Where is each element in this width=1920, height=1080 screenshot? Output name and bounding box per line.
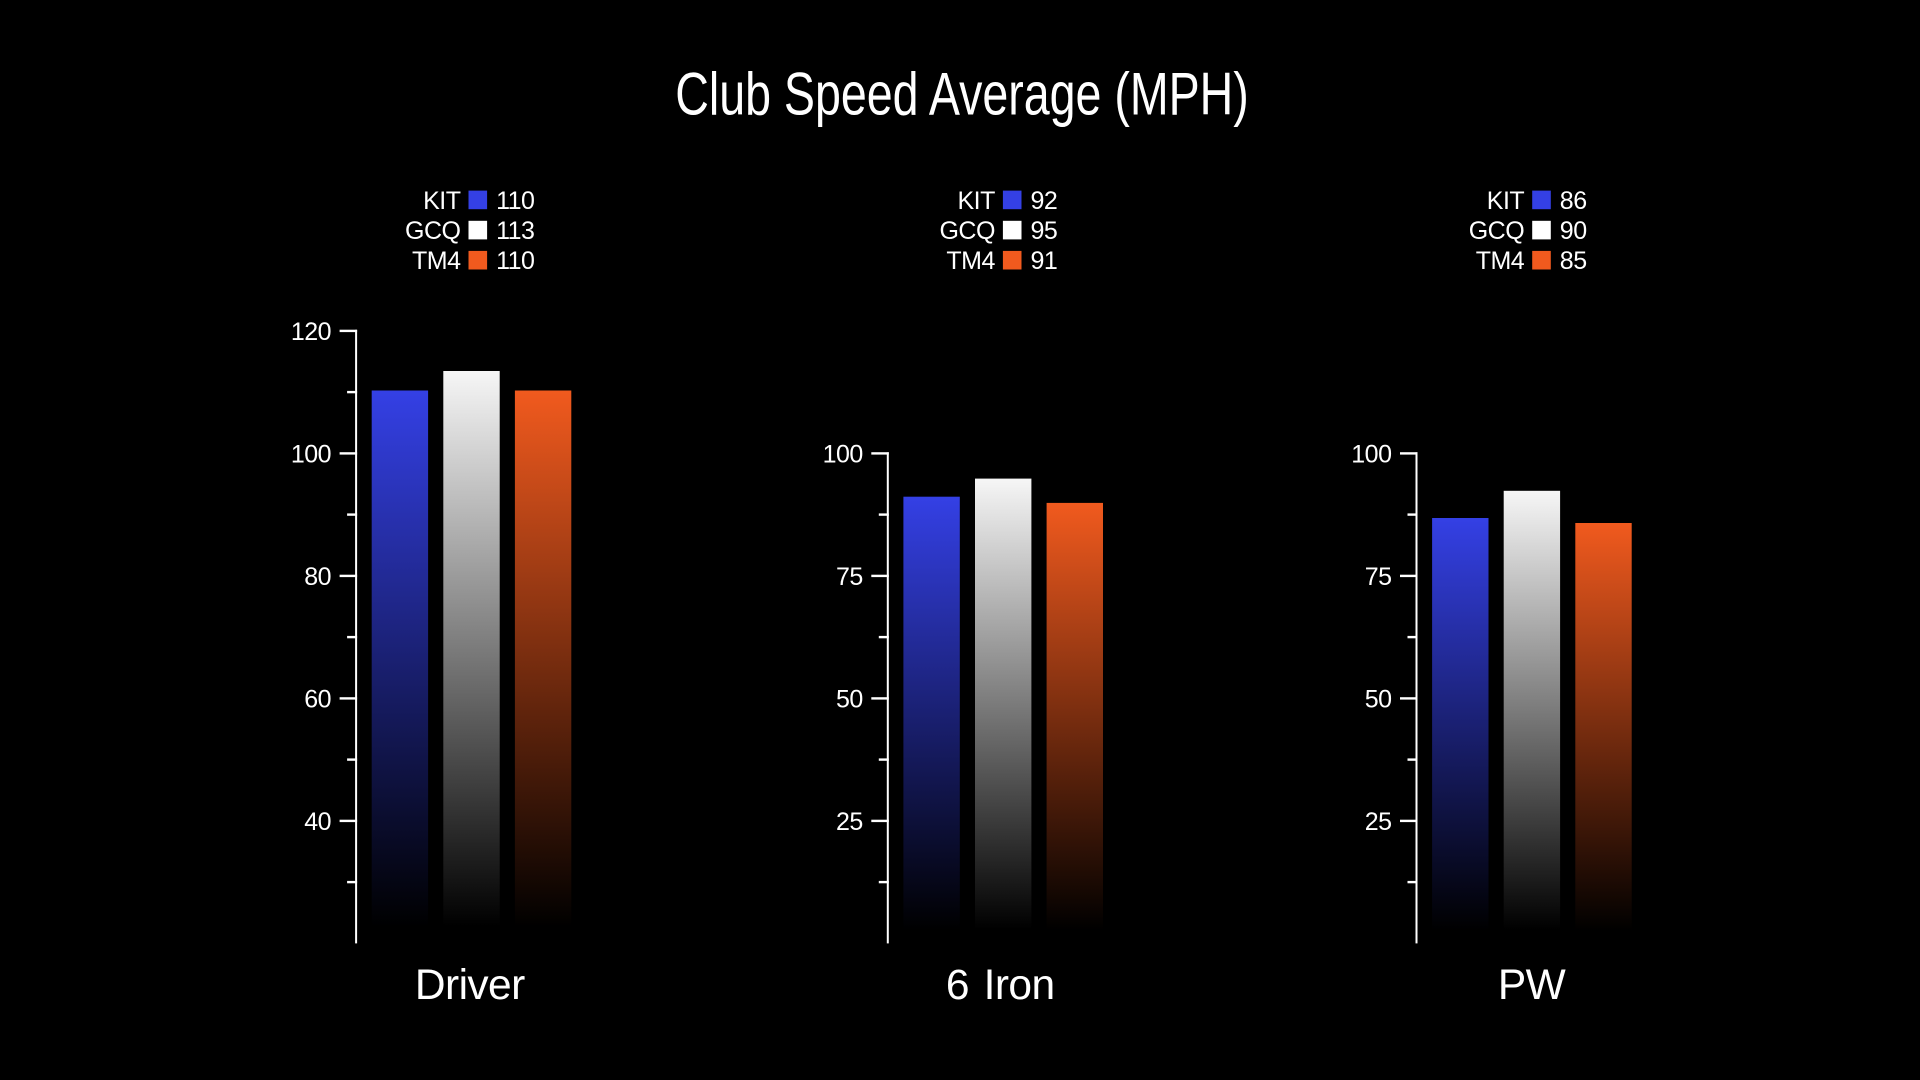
svg-text:GCQ: GCQ: [405, 217, 461, 245]
svg-text:95: 95: [1031, 217, 1058, 245]
svg-text:GCQ: GCQ: [1469, 217, 1525, 245]
svg-text:GCQ: GCQ: [939, 217, 995, 245]
svg-text:25: 25: [836, 808, 863, 836]
svg-text:113: 113: [496, 217, 534, 245]
svg-text:86: 86: [1560, 187, 1587, 215]
svg-text:100: 100: [823, 440, 863, 468]
svg-text:80: 80: [304, 563, 331, 591]
svg-text:92: 92: [1031, 187, 1058, 215]
svg-text:50: 50: [836, 685, 863, 713]
svg-text:TM4: TM4: [1476, 247, 1525, 275]
svg-text:KIT: KIT: [957, 187, 995, 215]
svg-text:6 Iron: 6 Iron: [946, 962, 1055, 1009]
svg-text:KIT: KIT: [423, 187, 461, 215]
svg-text:100: 100: [291, 440, 331, 468]
svg-text:120: 120: [291, 318, 331, 346]
svg-text:75: 75: [1365, 563, 1392, 591]
svg-text:60: 60: [304, 685, 331, 713]
svg-text:PW: PW: [1498, 962, 1566, 1009]
svg-text:85: 85: [1560, 247, 1587, 275]
svg-text:75: 75: [836, 563, 863, 591]
svg-text:110: 110: [496, 187, 534, 215]
svg-text:Driver: Driver: [415, 962, 525, 1009]
svg-text:40: 40: [304, 808, 331, 836]
svg-text:50: 50: [1365, 685, 1392, 713]
svg-text:90: 90: [1560, 217, 1587, 245]
svg-text:110: 110: [496, 247, 534, 275]
svg-text:KIT: KIT: [1487, 187, 1525, 215]
svg-text:TM4: TM4: [946, 247, 995, 275]
svg-text:25: 25: [1365, 808, 1392, 836]
svg-text:91: 91: [1031, 247, 1058, 275]
svg-text:Club Speed Average (MPH): Club Speed Average (MPH): [675, 61, 1249, 128]
svg-text:TM4: TM4: [412, 247, 461, 275]
svg-text:100: 100: [1351, 440, 1391, 468]
